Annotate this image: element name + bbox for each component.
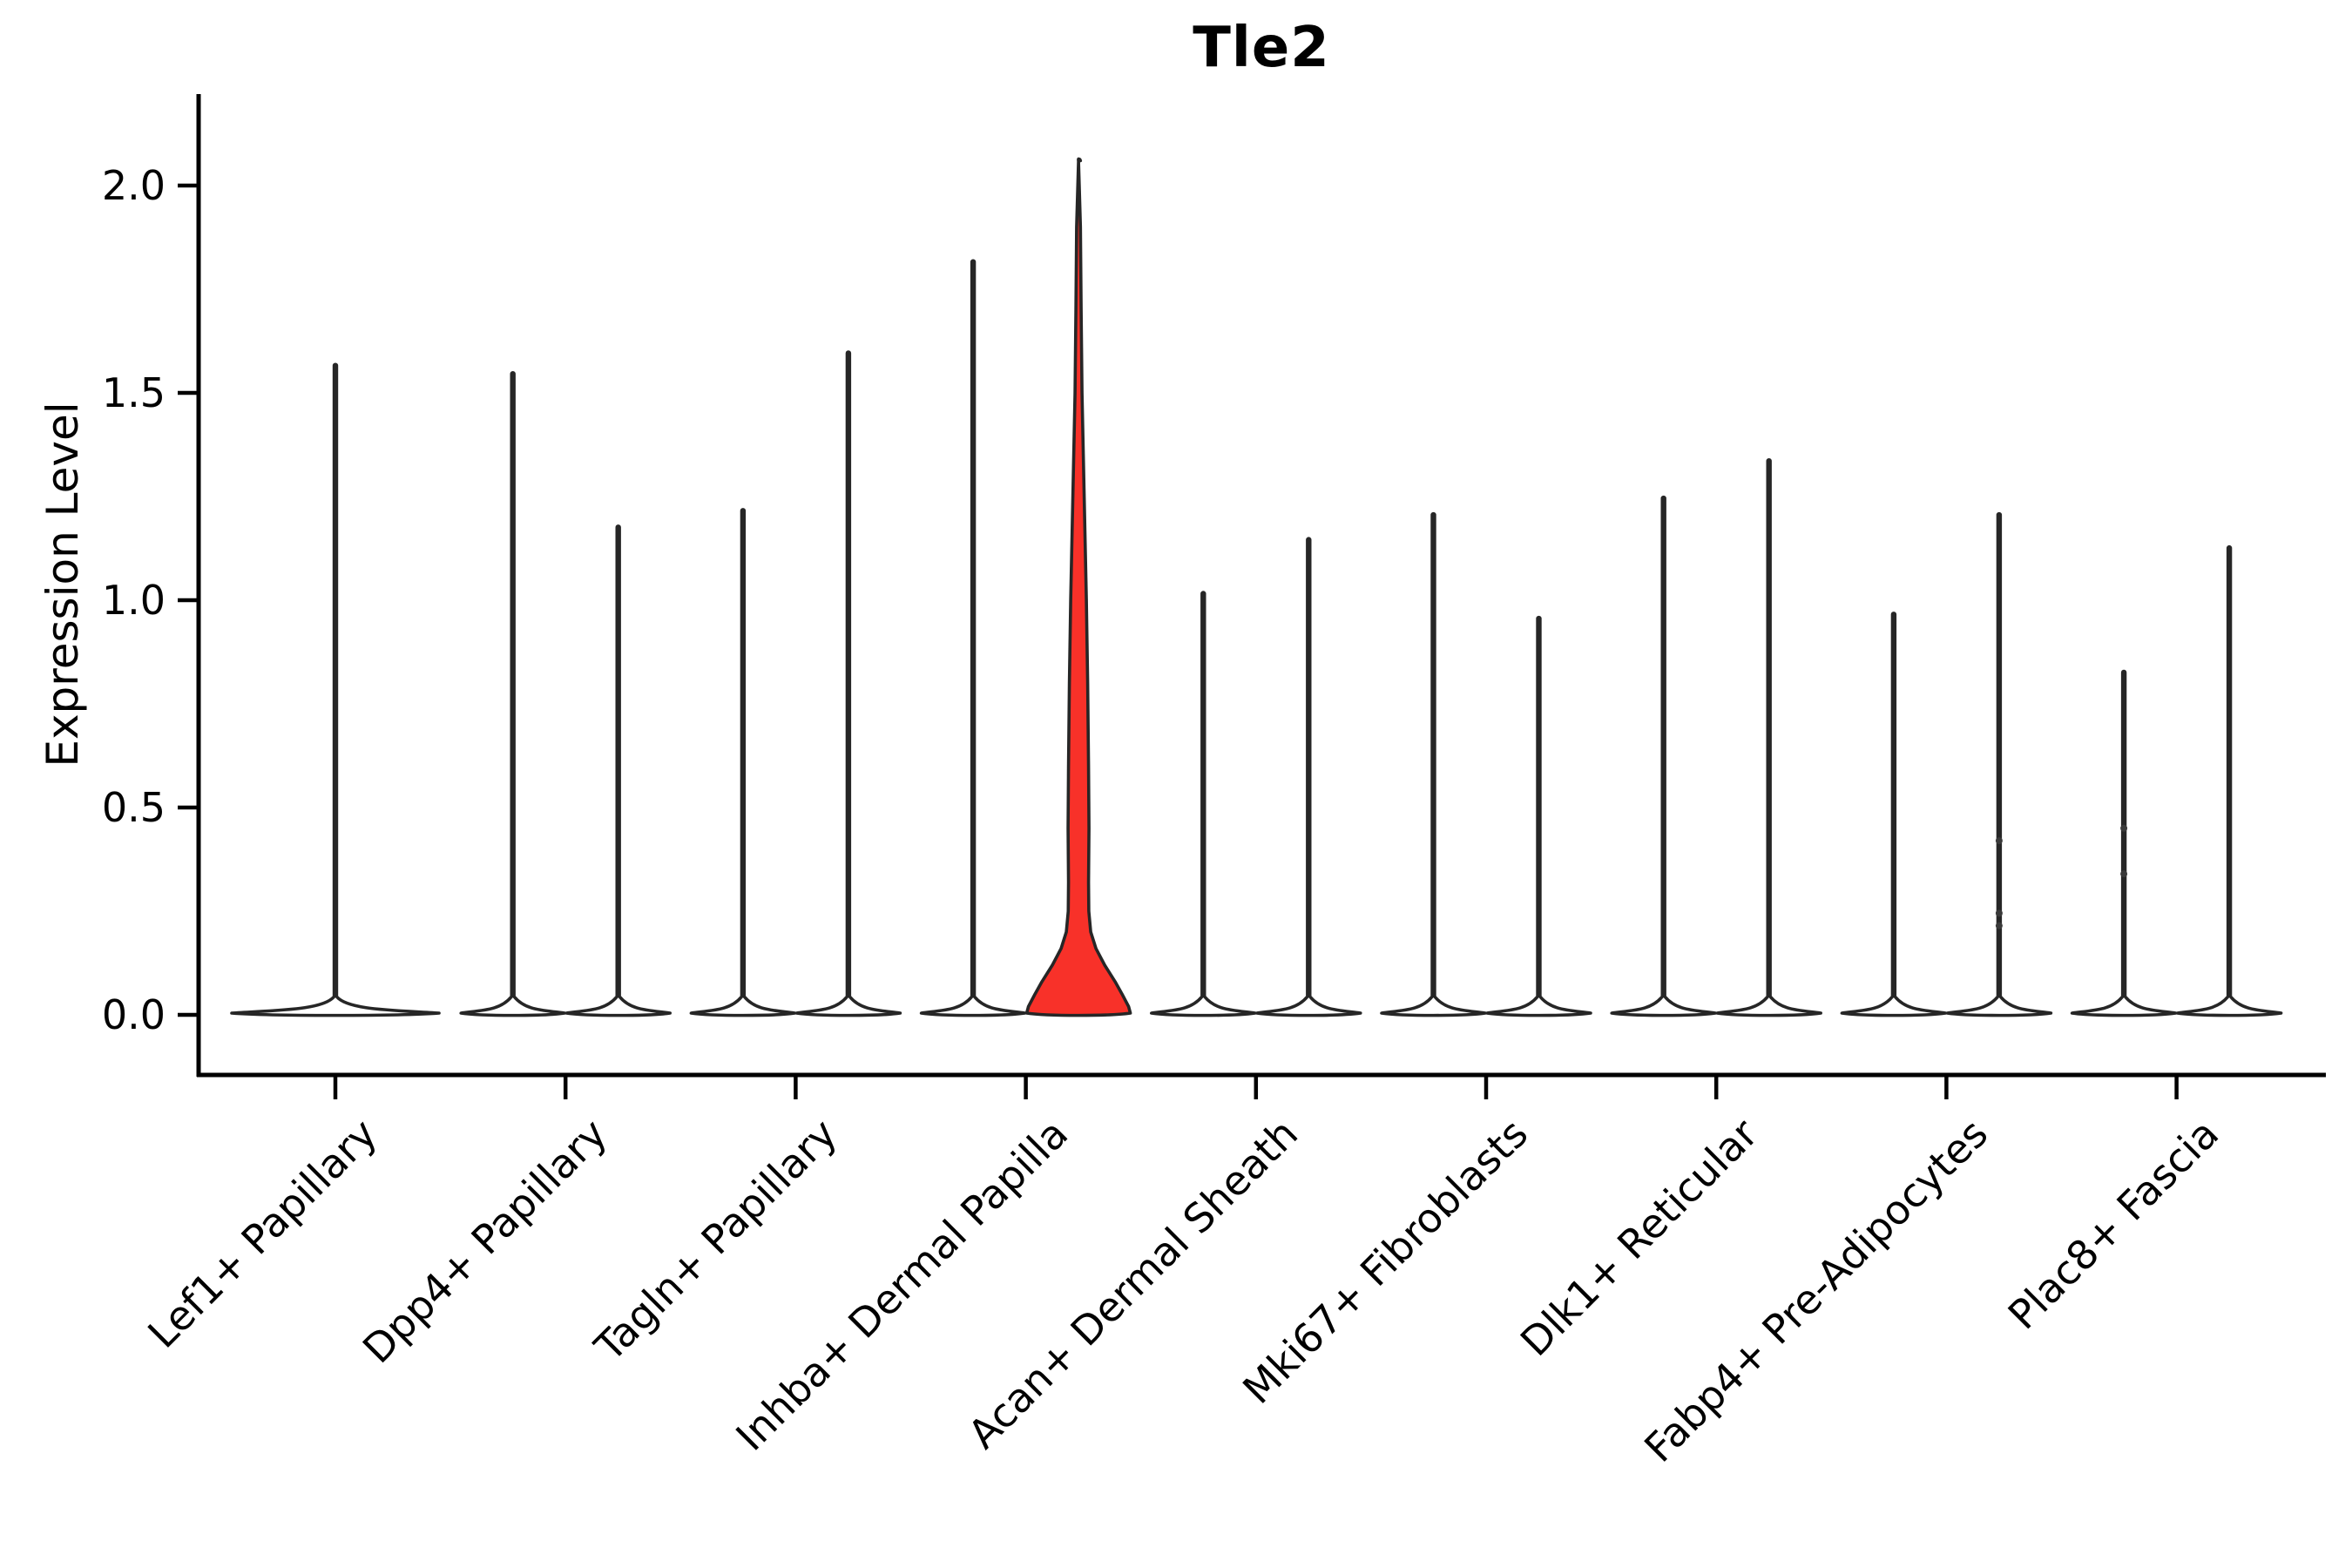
expression-dot bbox=[1995, 922, 2003, 929]
violin-1-1 bbox=[564, 524, 672, 1017]
violin-6-0 bbox=[1610, 495, 1717, 1017]
violin-5-0 bbox=[1380, 511, 1487, 1017]
violin-7-0 bbox=[1840, 612, 1948, 1017]
violin-3-0 bbox=[919, 259, 1027, 1017]
y-tick-label: 2.0 bbox=[101, 162, 166, 209]
violin-6-1 bbox=[1715, 458, 1822, 1017]
violin-4-1 bbox=[1255, 537, 1362, 1017]
chart-title: Tle2 bbox=[1193, 16, 1330, 80]
violin-2-1 bbox=[794, 350, 902, 1017]
violin-2-0 bbox=[689, 508, 797, 1017]
y-tick-label: 1.5 bbox=[101, 369, 166, 416]
expression-dot bbox=[2120, 870, 2128, 878]
violin-3-1 bbox=[1024, 157, 1132, 1017]
y-tick-label: 1.0 bbox=[101, 577, 166, 624]
y-tick-label: 0.0 bbox=[101, 991, 166, 1038]
violin-4-0 bbox=[1150, 591, 1257, 1017]
violin-8-1 bbox=[2175, 544, 2283, 1017]
violin-0-0 bbox=[230, 362, 441, 1017]
violin-7-1 bbox=[1945, 511, 2053, 1017]
expression-dot bbox=[1995, 909, 2003, 917]
expression-dot bbox=[1995, 837, 2003, 845]
violin-8-0 bbox=[2070, 669, 2178, 1017]
expression-dot bbox=[2120, 824, 2128, 832]
violin-1-0 bbox=[459, 371, 566, 1017]
violin-5-1 bbox=[1485, 615, 1592, 1017]
y-tick-label: 0.5 bbox=[101, 784, 166, 831]
